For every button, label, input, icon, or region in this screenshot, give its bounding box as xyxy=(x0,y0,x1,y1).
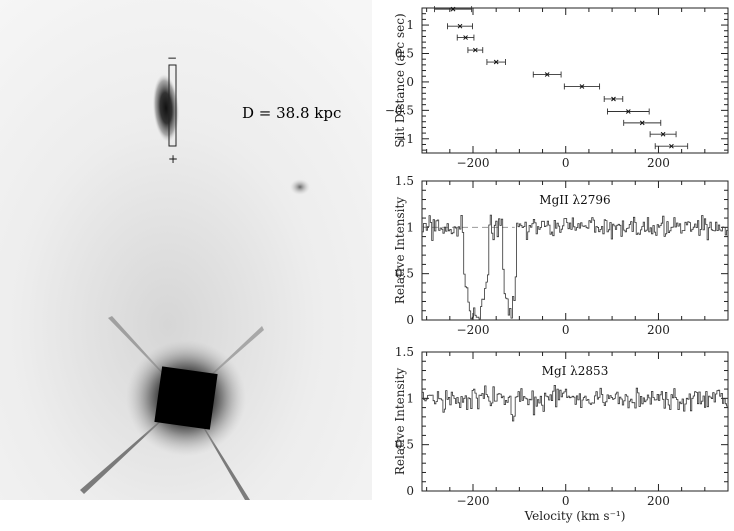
y-axis-title: Relative Intensity xyxy=(393,368,407,475)
y-tick-label: 1 xyxy=(406,220,414,234)
data-point xyxy=(669,143,674,149)
line-annotation: MgII λ2796 xyxy=(539,193,610,207)
faint-galaxy-blob xyxy=(290,179,310,195)
x-tick-label: 200 xyxy=(647,494,670,508)
chart-panel-2: −200 0 200 1.5 1 0.5 0 Relative Intensity MgII λ… xyxy=(393,174,729,337)
data-point xyxy=(660,131,666,137)
y-tick-label: −0.5 xyxy=(385,103,414,117)
y-tick-label: 0 xyxy=(406,75,414,89)
data-point xyxy=(544,72,550,77)
data-point xyxy=(457,23,463,29)
data-point xyxy=(611,96,616,102)
spectrum-line xyxy=(422,385,729,422)
y-axis-title: Relative Intensity xyxy=(393,197,407,304)
x-tick-label: 0 xyxy=(562,156,570,170)
y-tick-label: 0 xyxy=(406,484,414,498)
x-tick-label: 0 xyxy=(562,494,570,508)
x-tick-label: −200 xyxy=(457,156,490,170)
sky-image: − + D = 38.8 kpc xyxy=(0,0,372,500)
plot-frame xyxy=(421,180,729,321)
data-point xyxy=(639,120,645,126)
data-point xyxy=(450,6,456,12)
y-tick-label: −1 xyxy=(396,132,414,146)
y-tick-label: 0.5 xyxy=(395,46,414,60)
target-galaxy xyxy=(152,74,180,142)
data-point xyxy=(579,84,585,89)
slit-plus-label: + xyxy=(168,152,178,166)
data-point xyxy=(625,109,631,114)
y-tick-label: 1 xyxy=(406,18,414,32)
y-tick-label: 1.5 xyxy=(395,174,414,188)
bright-star xyxy=(80,316,264,500)
spectrum-line xyxy=(422,214,729,320)
chart-panel-3: −200 0 200 1.5 1 0.5 0 Relative Intensity Veloci… xyxy=(393,345,729,523)
y-tick-label: 0.5 xyxy=(395,438,414,452)
x-tick-label: 200 xyxy=(647,323,670,337)
y-tick-label: 1.5 xyxy=(395,345,414,359)
data-point xyxy=(493,59,499,65)
x-axis-title: Velocity (km s⁻¹) xyxy=(524,509,626,523)
y-axis-title: Slit Distance (arc sec) xyxy=(393,13,407,147)
y-tick-label: 1 xyxy=(406,391,414,405)
plot-frame xyxy=(421,7,729,154)
distance-label: D = 38.8 kpc xyxy=(242,104,341,122)
x-tick-label: 200 xyxy=(647,156,670,170)
line-annotation: MgI λ2853 xyxy=(542,364,609,378)
y-tick-label: 0.5 xyxy=(395,267,414,281)
plot-frame xyxy=(421,351,729,492)
x-tick-label: −200 xyxy=(457,494,490,508)
y-tick-label: 0 xyxy=(406,313,414,327)
data-point xyxy=(472,47,478,53)
x-tick-label: −200 xyxy=(457,323,490,337)
slit-minus-label: − xyxy=(167,51,177,65)
data-point xyxy=(463,35,468,40)
x-tick-label: 0 xyxy=(562,323,570,337)
slit-box xyxy=(168,64,177,147)
